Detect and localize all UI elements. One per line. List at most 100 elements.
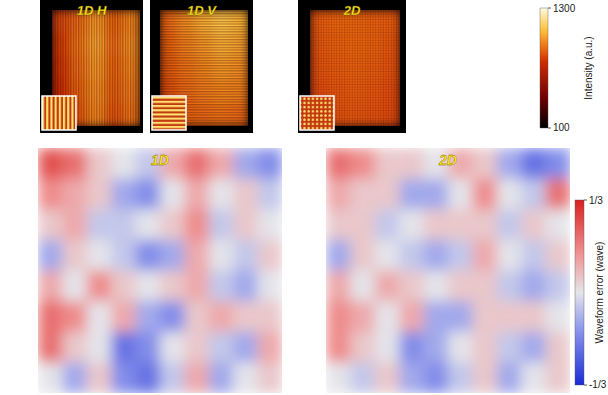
heatmap-cell xyxy=(350,179,375,210)
heatmap-cell xyxy=(160,362,185,393)
heatmap-cell xyxy=(326,362,351,393)
heatmap-cell xyxy=(472,240,497,271)
heatmap-cell xyxy=(326,179,351,210)
heatmap-cell xyxy=(184,332,209,363)
heatmap-cell xyxy=(184,209,209,240)
heatmap-cell xyxy=(87,240,112,271)
heatmap-cell xyxy=(160,240,185,271)
heatmap-cell xyxy=(87,271,112,302)
heatmap-cell xyxy=(448,271,473,302)
heatmap-cell xyxy=(184,271,209,302)
heatmap-cell xyxy=(62,209,87,240)
heatmap-cell xyxy=(62,332,87,363)
heatmap-cell xyxy=(448,362,473,393)
heatmap-cell xyxy=(448,332,473,363)
heatmap-cell xyxy=(497,209,522,240)
heatmap-cell xyxy=(87,362,112,393)
heatmap-cell xyxy=(521,240,546,271)
heatmap-cell xyxy=(184,148,209,179)
heatmap-cell xyxy=(62,301,87,332)
heatmap-cell xyxy=(399,240,424,271)
heatmap-cell xyxy=(472,179,497,210)
heatmap-cells xyxy=(326,148,570,393)
heatmap-cell xyxy=(136,179,161,210)
heatmap-cell xyxy=(521,271,546,302)
heatmap-cell xyxy=(375,179,400,210)
colorbar xyxy=(575,200,584,385)
heatmap-cell xyxy=(87,301,112,332)
heatmap-cell xyxy=(111,332,136,363)
heatmap-cell xyxy=(448,179,473,210)
heatmap xyxy=(38,148,282,393)
heatmap-cell xyxy=(546,148,570,179)
heatmap-cell xyxy=(350,240,375,271)
heatmap-cell xyxy=(38,240,63,271)
colorbar-tick-label: 100 xyxy=(553,122,570,133)
heatmap-cell xyxy=(209,209,234,240)
heatmap-cell xyxy=(326,301,351,332)
heatmap-cell xyxy=(111,362,136,393)
heatmap-cell xyxy=(424,301,449,332)
heatmap-cell xyxy=(472,271,497,302)
heatmap-cell xyxy=(136,362,161,393)
figure: 1D H1D V2D1001300Intensity (a.u.)1D2D1/3… xyxy=(0,0,608,395)
heatmap-cell xyxy=(136,332,161,363)
inset xyxy=(152,96,186,130)
heatmap-cell xyxy=(326,332,351,363)
heatmap-cell xyxy=(184,179,209,210)
heatmap-cell xyxy=(160,271,185,302)
heatmap-cell xyxy=(546,362,570,393)
heatmap-cell xyxy=(111,179,136,210)
heatmap-cell xyxy=(209,301,234,332)
heatmap-cell xyxy=(160,301,185,332)
heatmap-cell xyxy=(497,148,522,179)
heatmap-cell xyxy=(448,240,473,271)
colorbar-label: Intensity (a.u.) xyxy=(583,36,594,99)
heatmap-cell xyxy=(233,271,258,302)
heatmap-cell xyxy=(184,301,209,332)
inset xyxy=(42,96,76,130)
heatmap-cell xyxy=(472,301,497,332)
panel-frame xyxy=(150,0,253,133)
heatmap-cell xyxy=(111,148,136,179)
panel-title: 2D xyxy=(343,3,361,18)
heatmap-cell xyxy=(350,209,375,240)
heatmap-cell xyxy=(472,362,497,393)
heatmap-cell xyxy=(62,179,87,210)
heatmap-cell xyxy=(424,240,449,271)
heatmap-cell xyxy=(326,148,351,179)
heatmap-cell xyxy=(184,240,209,271)
heatmap-cell xyxy=(497,179,522,210)
heatmap-cell xyxy=(209,271,234,302)
heatmap-cell xyxy=(546,240,570,271)
colorbar-tick xyxy=(584,200,587,201)
heatmap-cell xyxy=(258,209,282,240)
colorbar-tick xyxy=(548,128,551,129)
panel-title: 2D xyxy=(438,152,457,168)
heatmap-cell xyxy=(497,362,522,393)
heatmap-cell xyxy=(448,301,473,332)
heatmap-cell xyxy=(233,209,258,240)
heatmap-cell xyxy=(38,271,63,302)
heatmap-cell xyxy=(160,332,185,363)
heatmap-cell xyxy=(209,240,234,271)
heatmap-cell xyxy=(424,179,449,210)
heatmap-cell xyxy=(375,301,400,332)
heatmap-cell xyxy=(258,240,282,271)
panel-frame xyxy=(298,0,406,133)
heatmap-cell xyxy=(184,362,209,393)
heatmap-cell xyxy=(326,271,351,302)
heatmap-cell xyxy=(62,362,87,393)
heatmap-cell xyxy=(472,332,497,363)
heatmap-cell xyxy=(258,179,282,210)
heatmap-cell xyxy=(136,209,161,240)
heatmap-cell xyxy=(209,179,234,210)
heatmap-cell xyxy=(521,209,546,240)
heatmap-cell xyxy=(258,271,282,302)
colorbar xyxy=(540,8,548,128)
heatmap-cell xyxy=(209,362,234,393)
heatmap-cell xyxy=(424,332,449,363)
heatmap-cell xyxy=(521,179,546,210)
heatmap-cell xyxy=(136,271,161,302)
heatmap-cell xyxy=(326,209,351,240)
